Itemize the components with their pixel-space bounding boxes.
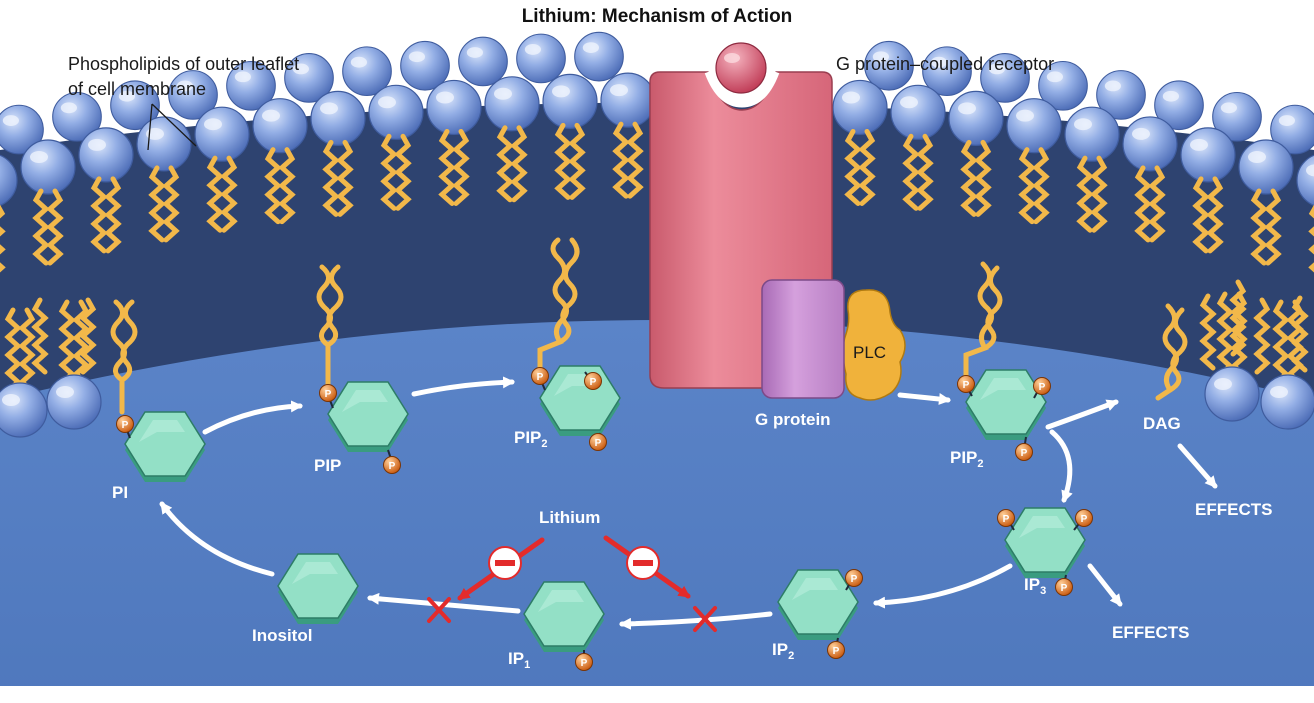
pip2-left-sub: 2 [541, 438, 548, 450]
lipid-head [600, 72, 656, 128]
minus-sign-left [488, 546, 522, 580]
phosphate-group: P [575, 653, 593, 671]
phosphate-group: P [1033, 377, 1051, 395]
phosphate-group: P [1055, 578, 1073, 596]
pip2-right-label: PIP2 [950, 448, 984, 470]
phosphate-groups: P P P P P P P P P P P P P P P [116, 367, 1093, 671]
phosphate-letter: P [122, 420, 129, 431]
membrane-label-line2: of cell membrane [68, 79, 207, 99]
phosphate-letter: P [325, 389, 332, 400]
phosphate-letter: P [1039, 382, 1046, 393]
ip1-label: IP1 [508, 649, 530, 671]
membrane-label: Phospholipids of outer leaflet of cell m… [68, 52, 299, 102]
lipid-head [458, 36, 508, 87]
lipid-head [1006, 98, 1062, 154]
phosphate-letter: P [851, 574, 858, 585]
plc-label: PLC [853, 343, 887, 362]
phosphate-letter: P [595, 438, 602, 449]
phosphate-group: P [584, 372, 602, 390]
g-protein-label: G protein [755, 410, 831, 429]
ip1-sub: 1 [524, 659, 531, 671]
g-protein [761, 279, 845, 399]
phosphate-group: P [997, 509, 1015, 527]
phosphate-letter: P [389, 461, 396, 472]
inositol-lipid-tails [110, 237, 1188, 415]
lipid-head [368, 84, 424, 140]
lipid-head [252, 98, 308, 154]
phosphate-letter: P [590, 377, 597, 388]
lipid-head [516, 33, 566, 84]
pip2-right-base: PIP [950, 448, 978, 467]
effects-label-ip3: EFFECTS [1112, 623, 1190, 642]
lipid-head [1204, 366, 1260, 422]
effects-label-dag: EFFECTS [1195, 500, 1273, 519]
lipid-head [310, 90, 366, 146]
phosphate-group: P [116, 415, 134, 433]
phosphate-group: P [827, 641, 845, 659]
phosphate-group: P [319, 384, 337, 402]
phosphate-group: P [531, 367, 549, 385]
lipid-head [574, 31, 624, 82]
lipid-head [948, 90, 1004, 146]
phosphate-letter: P [1003, 514, 1010, 525]
dag-label: DAG [1143, 414, 1181, 433]
lipid-head [832, 79, 888, 136]
lipid-head [78, 127, 134, 183]
membrane-pointer-lines [147, 103, 197, 151]
pip2-left-label: PIP2 [514, 428, 548, 450]
lipid-head [890, 84, 946, 140]
lipid-head [136, 116, 192, 172]
pip-label: PIP [314, 456, 342, 475]
membrane-label-line1: Phospholipids of outer leaflet [68, 54, 300, 74]
minus-sign-right [626, 546, 660, 580]
phosphate-letter: P [1081, 514, 1088, 525]
lipid-head [46, 374, 102, 430]
lipid-head [1180, 127, 1236, 183]
pi-label: PI [112, 483, 129, 502]
phosphate-group: P [1075, 509, 1093, 527]
gpcr-label: G protein–coupled receptor [836, 54, 1055, 74]
lipid-head [1238, 139, 1294, 195]
pip2-right-sub: 2 [977, 458, 984, 470]
phosphate-group: P [957, 375, 975, 393]
ligand-ball [715, 42, 767, 94]
phosphate-group: P [589, 433, 607, 451]
ip3-sub: 3 [1040, 585, 1047, 597]
diagram-title: Lithium: Mechanism of Action [521, 6, 793, 27]
lipid-head [426, 79, 482, 136]
inositol-label: Inositol [252, 626, 313, 645]
phosphate-letter: P [963, 380, 970, 391]
lipid-head [0, 382, 48, 438]
lipid-head [484, 76, 540, 132]
lipid-head [194, 106, 250, 162]
pip2-left-base: PIP [514, 428, 542, 447]
ip3-label: IP3 [1024, 575, 1046, 597]
phosphate-letter: P [833, 646, 840, 657]
ip3-base: IP [1024, 575, 1041, 594]
phosphate-letter: P [537, 372, 544, 383]
ip2-sub: 2 [788, 650, 795, 662]
lipid-head [542, 73, 598, 129]
phosphate-letter: P [1021, 448, 1028, 459]
lipid-head [1260, 374, 1314, 430]
lipid-head [20, 139, 76, 195]
ip1-base: IP [508, 649, 525, 668]
inner-leaflet-tails [4, 279, 1309, 394]
ip2-base: IP [772, 640, 789, 659]
lipid-head [1064, 106, 1120, 162]
lipid-head [1122, 116, 1178, 172]
outer-leaflet-tails [0, 121, 1314, 273]
ip2-label: IP2 [772, 640, 794, 662]
block-x-marks [427, 597, 717, 632]
lithium-label: Lithium [539, 508, 601, 527]
phosphate-letter: P [1061, 583, 1068, 594]
pathway-arrows [159, 376, 1218, 630]
phosphate-group: P [1015, 443, 1033, 461]
phosphate-group: P [383, 456, 401, 474]
phosphate-letter: P [581, 658, 588, 669]
phosphate-group: P [845, 569, 863, 587]
